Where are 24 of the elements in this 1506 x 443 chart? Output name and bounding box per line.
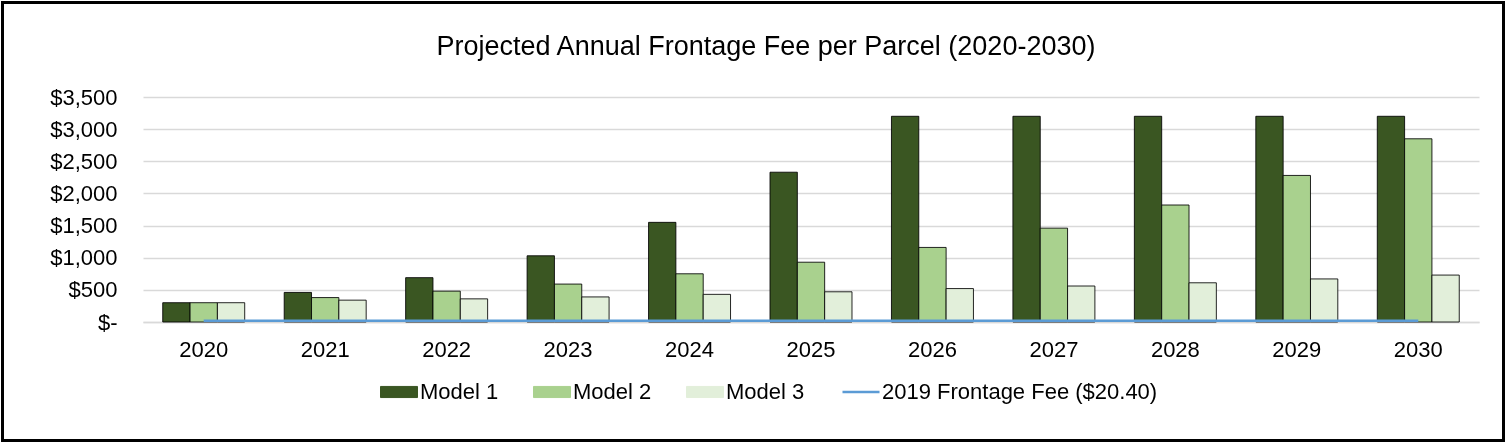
y-tick-label: $1,000 xyxy=(50,245,118,271)
x-tick-label: 2020 xyxy=(179,336,229,362)
x-tick-label: 2021 xyxy=(300,336,350,362)
chart-title: Projected Annual Frontage Fee per Parcel (2020-2030) xyxy=(436,31,1096,61)
y-tick-label: $2,000 xyxy=(50,180,118,206)
y-tick-label: $2,500 xyxy=(50,148,118,174)
legend-label: Model 1 xyxy=(420,379,499,404)
legend-label: 2019 Frontage Fee ($20.40) xyxy=(882,379,1158,404)
x-tick-label: 2027 xyxy=(1029,336,1079,362)
y-tick-label: $3,500 xyxy=(50,84,118,110)
y-tick-label: $1,500 xyxy=(50,213,118,239)
x-tick-label: 2024 xyxy=(665,336,715,362)
x-tick-label: 2023 xyxy=(543,336,593,362)
x-tick-label: 2028 xyxy=(1150,336,1200,362)
y-tick-label: $3,000 xyxy=(50,116,118,142)
y-tick-label: $- xyxy=(97,309,118,335)
x-tick-label: 2022 xyxy=(422,336,472,362)
x-tick-label: 2026 xyxy=(907,336,957,362)
x-tick-label: 2025 xyxy=(786,336,836,362)
legend-label: Model 3 xyxy=(726,379,805,404)
legend-label: Model 2 xyxy=(573,379,652,404)
x-tick-label: 2030 xyxy=(1393,336,1443,362)
x-tick-label: 2029 xyxy=(1272,336,1322,362)
y-tick-label: $500 xyxy=(68,277,118,303)
